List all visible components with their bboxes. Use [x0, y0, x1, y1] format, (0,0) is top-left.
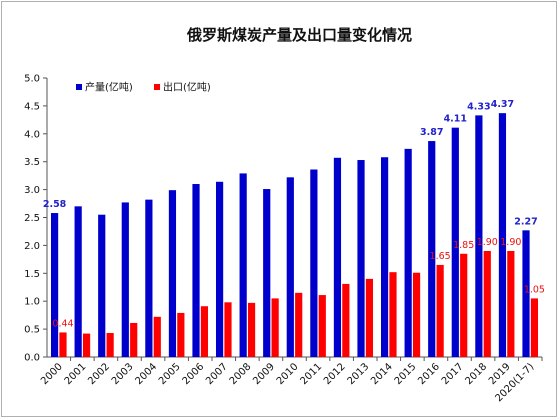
bar-export: [177, 312, 185, 357]
legend-label-export: 出口(亿吨): [163, 81, 211, 94]
y-tick-label: 3.5: [24, 157, 40, 168]
bar-production: [451, 127, 459, 357]
data-label-export: 0.44: [52, 318, 73, 329]
y-tick-label: 5.0: [24, 74, 40, 85]
x-tick-label: 2018: [463, 361, 489, 387]
x-tick-label: 2003: [110, 361, 136, 387]
data-label-production: 4.11: [444, 114, 467, 125]
bar-export: [530, 298, 539, 357]
bar-production: [192, 184, 200, 357]
x-tick-label: 2010: [275, 361, 301, 387]
bar-production: [239, 173, 247, 357]
bar-export: [130, 322, 138, 357]
chart-title: 俄罗斯煤炭产量及出口量变化情况: [186, 26, 412, 44]
x-tick-label: 2015: [393, 361, 419, 387]
bar-export: [106, 333, 114, 357]
x-tick-label: 2000: [39, 361, 65, 387]
bar-export: [59, 332, 67, 357]
bar-export: [318, 295, 326, 357]
legend-label-production: 产量(亿吨): [85, 81, 133, 94]
bar-production: [145, 199, 153, 357]
bar-export: [247, 302, 256, 357]
bar-export: [224, 302, 232, 357]
bar-export: [342, 283, 350, 357]
y-tick-label: 4.5: [24, 101, 40, 112]
x-tick-label: 2001: [63, 361, 89, 387]
bar-export: [82, 333, 91, 357]
bar-production: [98, 214, 106, 357]
bar-production: [215, 181, 224, 357]
x-tick-label: 2004: [133, 361, 159, 387]
data-label-production: 3.87: [420, 127, 443, 138]
data-label-export: 1.65: [430, 251, 451, 262]
x-tick-label: 2012: [322, 361, 348, 387]
bar-production: [50, 213, 59, 357]
bar-export: [507, 250, 515, 357]
legend-swatch-production: [76, 84, 82, 90]
y-tick-label: 2.5: [24, 213, 40, 224]
bar-production: [121, 202, 129, 357]
x-tick-label: 2014: [369, 361, 395, 387]
bar-production: [428, 141, 436, 357]
bar-export: [389, 272, 397, 357]
bar-production: [498, 113, 507, 358]
bar-production: [286, 177, 294, 357]
bar-production: [522, 230, 530, 357]
y-tick-label: 4.0: [24, 129, 40, 140]
data-label-production: 2.27: [514, 216, 537, 227]
x-tick-label: 2009: [251, 361, 277, 387]
bar-production: [357, 160, 365, 357]
bar-export: [295, 292, 303, 357]
y-tick-label: 1.0: [24, 297, 40, 308]
bar-production: [333, 157, 342, 357]
bar-export: [460, 253, 468, 357]
y-tick-label: 3.0: [24, 185, 40, 196]
bar-production: [74, 206, 82, 357]
bar-export: [200, 306, 209, 357]
bar-production: [475, 115, 483, 357]
bar-export: [153, 316, 161, 357]
x-tick-label: 2017: [440, 361, 466, 387]
x-tick-label: 2016: [416, 361, 442, 387]
x-tick-label: 2007: [204, 361, 230, 387]
bar-production: [263, 189, 271, 357]
x-tick-label: 2011: [298, 361, 324, 387]
bar-production: [404, 148, 412, 357]
y-tick-label: 0.5: [24, 325, 40, 336]
bar-export: [412, 272, 421, 357]
y-tick-label: 1.5: [24, 269, 40, 280]
data-label-export: 1.85: [453, 240, 474, 251]
bar-production: [310, 169, 318, 357]
x-tick-label: 2013: [346, 361, 372, 387]
x-tick-label: 2006: [181, 361, 207, 387]
data-label-production: 2.58: [43, 199, 67, 210]
data-label-production: 4.37: [491, 99, 514, 110]
bar-export: [483, 250, 491, 357]
bar-production: [380, 157, 389, 357]
bar-production: [168, 190, 177, 357]
data-label-production: 4.33: [467, 101, 490, 112]
y-tick-label: 0.0: [24, 353, 40, 364]
x-tick-label: 2008: [228, 361, 254, 387]
x-tick-label: 2002: [86, 361, 112, 387]
bar-export: [365, 278, 374, 357]
data-label-export: 1.90: [477, 237, 498, 248]
bar-export: [271, 298, 279, 357]
data-label-export: 1.05: [524, 284, 545, 295]
x-tick-label: 2005: [157, 361, 183, 387]
y-tick-label: 2.0: [24, 241, 40, 252]
legend-swatch-export: [154, 84, 160, 90]
data-label-export: 1.90: [500, 237, 521, 248]
bar-export: [436, 264, 444, 357]
